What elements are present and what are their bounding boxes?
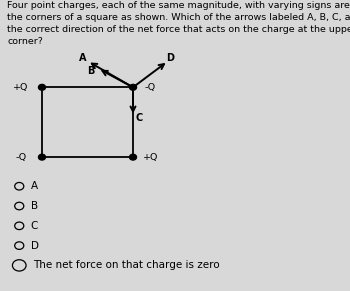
- Circle shape: [130, 84, 136, 90]
- Text: Four point charges, each of the same magnitude, with varying signs are arranged : Four point charges, each of the same mag…: [7, 1, 350, 46]
- Text: +Q: +Q: [13, 83, 29, 92]
- Text: D: D: [166, 53, 174, 63]
- Text: A: A: [78, 53, 86, 63]
- Text: -Q: -Q: [145, 83, 156, 92]
- Circle shape: [38, 84, 46, 90]
- Text: -Q: -Q: [15, 153, 27, 162]
- Circle shape: [38, 154, 46, 160]
- Text: +Q: +Q: [143, 153, 158, 162]
- Text: B: B: [87, 66, 95, 76]
- Text: C: C: [31, 221, 38, 231]
- Circle shape: [130, 154, 136, 160]
- Text: The net force on that charge is zero: The net force on that charge is zero: [33, 260, 220, 270]
- Text: D: D: [31, 241, 39, 251]
- Text: A: A: [31, 181, 38, 191]
- Text: C: C: [136, 113, 143, 123]
- Text: B: B: [31, 201, 38, 211]
